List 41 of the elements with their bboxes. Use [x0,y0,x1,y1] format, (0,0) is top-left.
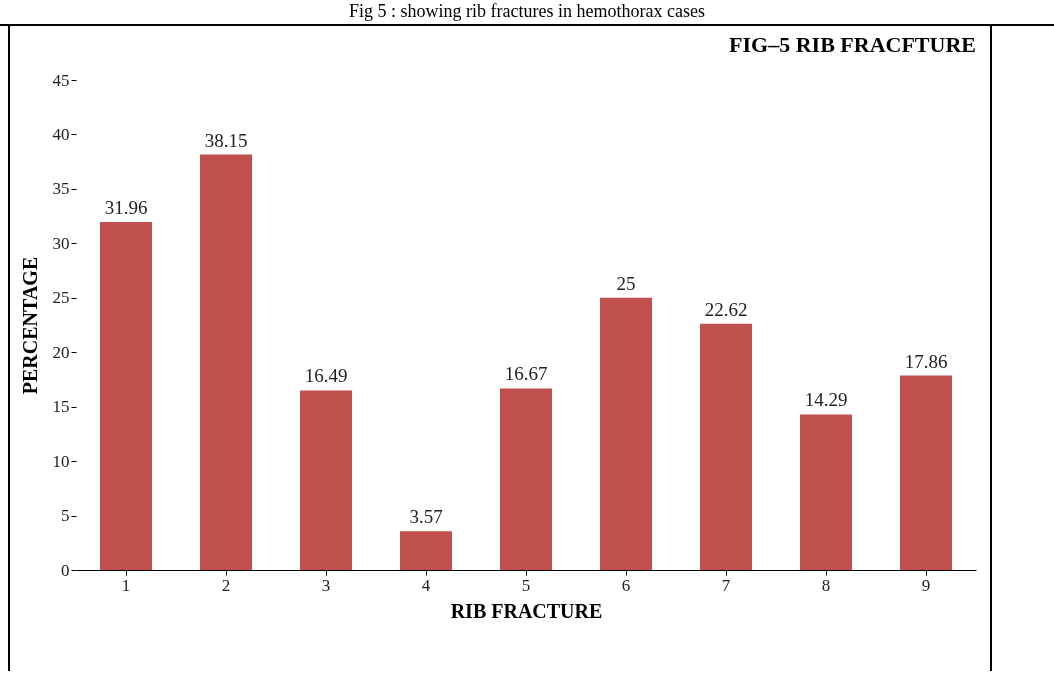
y-tick-label: 10 [52,451,70,471]
chart-title: FIG–5 RIB FRACFTURE [729,32,976,57]
x-tick-label: 4 [421,575,431,595]
bar [800,414,852,570]
x-tick-label: 6 [621,575,631,595]
bar [400,531,452,570]
data-label: 17.86 [904,350,948,372]
data-label: 25 [616,272,636,294]
bar [200,154,252,570]
bar [500,388,552,570]
x-tick-label: 1 [121,575,131,595]
x-axis-title: RIB FRACTURE [450,599,603,622]
x-tick-label: 8 [821,575,831,595]
bar [700,323,752,570]
y-axis-title: PERCENTAGE [18,256,41,395]
caption: Fig 5 : showing rib fractures in hemothorax cases [0,0,1054,26]
bar [900,375,952,570]
data-label: 14.29 [804,389,848,411]
x-tick-label: 7 [721,575,731,595]
data-label: 16.49 [304,365,348,387]
bar [600,297,652,570]
bar [300,390,352,570]
x-tick-label: 2 [221,575,231,595]
y-tick-label: 30 [52,233,70,253]
x-tick-label: 3 [321,575,331,595]
bar [100,221,152,570]
data-label: 22.62 [704,298,748,320]
y-tick-label: 25 [52,288,70,308]
y-tick-label: 15 [52,397,70,417]
x-tick-label: 9 [921,575,931,595]
y-tick-label: 0 [61,560,70,580]
y-tick-label: 20 [52,342,70,362]
y-tick-label: 5 [61,506,70,526]
data-label: 16.67 [504,363,548,385]
y-tick-label: 45 [52,70,70,90]
data-label: 38.15 [204,129,248,151]
y-tick-label: 40 [52,124,70,144]
x-tick-label: 5 [521,575,531,595]
y-tick-label: 35 [52,179,70,199]
data-label: 31.96 [104,196,148,218]
data-label: 3.57 [409,506,443,528]
